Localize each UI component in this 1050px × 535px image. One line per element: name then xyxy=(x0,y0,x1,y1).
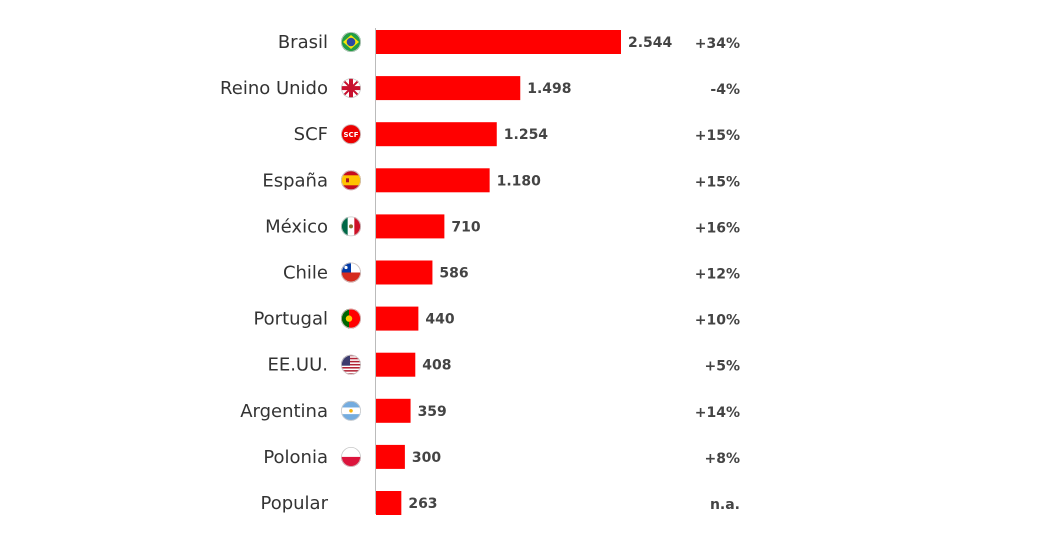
change-label-brasil: +34% xyxy=(695,36,740,52)
bar-reino-unido xyxy=(376,76,521,101)
category-label-espana: España xyxy=(262,170,328,191)
labels-layer: Brasil 2.544 +34% Reino Unido 1.498 -4% SCF 1.2… xyxy=(220,32,740,514)
category-label-ee-uu: EE.UU. xyxy=(267,355,328,376)
change-label-popular: n.a. xyxy=(710,497,740,513)
bar-argentina xyxy=(376,398,411,423)
bar-espana xyxy=(376,168,490,193)
value-label-popular: 263 xyxy=(408,496,437,512)
scf-logo-icon: SCF xyxy=(341,124,361,145)
flag-usa-icon xyxy=(341,354,361,375)
value-label-ee-uu: 408 xyxy=(422,358,451,374)
category-label-chile: Chile xyxy=(283,263,328,284)
category-label-portugal: Portugal xyxy=(253,309,328,330)
bars-layer xyxy=(376,30,621,515)
change-label-argentina: +14% xyxy=(695,405,740,421)
flag-mexico-icon xyxy=(341,216,361,237)
flag-brazil-icon xyxy=(341,32,361,52)
bar-popular xyxy=(376,491,402,515)
category-label-polonia: Polonia xyxy=(263,447,328,468)
bar-ee-uu xyxy=(376,352,416,377)
value-label-brasil: 2.544 xyxy=(628,35,673,51)
bar-portugal xyxy=(376,306,419,331)
bar-brasil xyxy=(376,30,621,54)
category-label-mexico: México xyxy=(265,216,328,237)
flag-portugal-icon xyxy=(341,308,361,329)
category-label-popular: Popular xyxy=(261,493,329,514)
value-label-reino-unido: 1.498 xyxy=(527,81,571,97)
flag-spain-icon xyxy=(341,170,361,191)
change-label-ee-uu: +5% xyxy=(705,359,741,375)
value-label-argentina: 359 xyxy=(418,404,447,420)
change-label-portugal: +10% xyxy=(695,313,740,329)
bar-chile xyxy=(376,260,433,285)
category-label-argentina: Argentina xyxy=(240,401,328,422)
change-label-espana: +15% xyxy=(695,174,740,190)
value-label-portugal: 440 xyxy=(425,312,454,328)
change-label-reino-unido: -4% xyxy=(710,82,740,98)
change-label-mexico: +16% xyxy=(695,220,740,236)
flag-argentina-icon xyxy=(341,400,361,421)
flag-chile-icon xyxy=(341,262,361,283)
category-label-reino-unido: Reino Unido xyxy=(220,78,328,99)
change-label-scf: +15% xyxy=(695,128,740,144)
change-label-polonia: +8% xyxy=(705,451,741,467)
value-label-polonia: 300 xyxy=(412,450,441,466)
bar-polonia xyxy=(376,444,405,469)
category-label-scf: SCF xyxy=(294,124,328,145)
icons-layer: SCF xyxy=(341,32,361,467)
flag-uk-icon xyxy=(341,78,361,99)
value-label-chile: 586 xyxy=(439,266,468,282)
bar-scf xyxy=(376,122,497,147)
scf-logo-text: SCF xyxy=(344,131,359,139)
value-label-mexico: 710 xyxy=(451,219,480,235)
flag-poland-icon xyxy=(341,446,361,467)
category-label-brasil: Brasil xyxy=(278,32,328,53)
value-label-scf: 1.254 xyxy=(504,127,549,143)
bar-mexico xyxy=(376,214,445,239)
change-label-chile: +12% xyxy=(695,267,740,283)
value-label-espana: 1.180 xyxy=(497,173,542,189)
